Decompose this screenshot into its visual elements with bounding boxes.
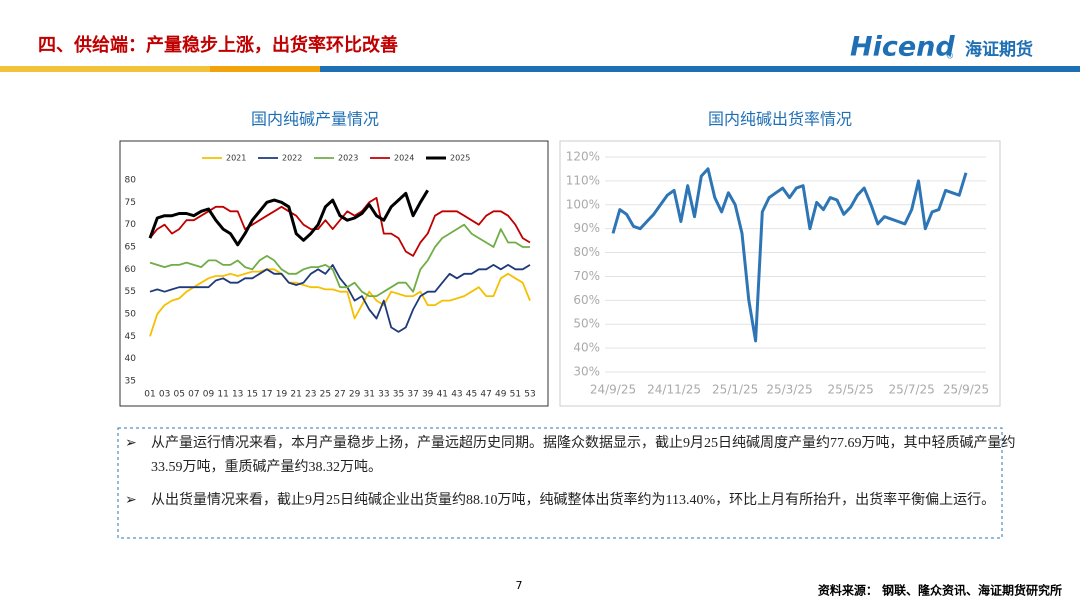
stripe [320, 66, 1080, 72]
x-tick-label: 11 [217, 390, 228, 400]
y-tick-label: 55 [125, 287, 136, 297]
series-line [149, 197, 531, 257]
x-tick-label: 03 [159, 390, 170, 400]
x-tick-label: 39 [422, 390, 434, 400]
y-tick-label: 75 [125, 198, 136, 208]
page-number: 7 [516, 579, 523, 592]
bullet: ➢ 从出货量情况来看，截止9月25日纯碱企业出货量约88.10万吨，纯碱整体出货率… [125, 493, 996, 508]
y-tick-label: 50% [573, 317, 600, 331]
x-tick-label: 01 [144, 390, 155, 400]
bullet-text: 从出货量情况来看，截止9月25日纯碱企业出货量约88.10万吨，纯碱整体出货率约… [151, 493, 996, 508]
y-tick-label: 100% [566, 197, 600, 211]
series-line [149, 268, 531, 337]
x-tick-label: 25/5/25 [827, 383, 873, 397]
x-tick-label: 37 [407, 390, 418, 400]
x-tick-label: 25/3/25 [766, 383, 812, 397]
chart-frame [119, 140, 549, 407]
source: 资料来源： 钢联、隆众资讯、海证期货研究所 [818, 583, 1062, 598]
legend-label: 2024 [394, 154, 414, 163]
x-tick-label: 27 [334, 390, 345, 400]
x-tick-label: 25 [320, 390, 331, 400]
x-tick-label: 31 [364, 390, 375, 400]
stripe [210, 66, 320, 72]
x-tick-label: 25/7/25 [889, 383, 935, 397]
x-tick-label: 25/1/25 [712, 383, 758, 397]
x-tick-label: 33 [378, 390, 389, 400]
x-tick-label: 23 [305, 390, 316, 400]
x-tick-label: 47 [480, 390, 491, 400]
x-tick-label: 45 [466, 390, 477, 400]
y-tick-label: 40% [573, 341, 600, 355]
x-tick-label: 29 [349, 390, 361, 400]
bullet-text: 从产量运行情况来看，本月产量稳步上扬，产量远超历史同期。据隆众数据显示，截止9月… [151, 436, 1016, 475]
y-tick-label: 35 [125, 377, 136, 387]
y-tick-label: 45 [125, 332, 136, 342]
series-line [149, 264, 531, 333]
x-tick-label: 49 [495, 390, 507, 400]
chart-frame [559, 140, 1001, 407]
slide-title: 四、供给端：产量稳步上涨，出货率环比改善 [38, 34, 398, 56]
y-tick-label: 60 [125, 265, 137, 275]
y-tick-label: 110% [566, 173, 600, 187]
x-tick-label: 19 [276, 390, 288, 400]
y-tick-label: 80 [125, 176, 137, 186]
logo: Hicend [850, 32, 955, 63]
y-tick-label: 40 [125, 354, 137, 364]
x-tick-label: 35 [393, 390, 404, 400]
x-tick-label: 15 [247, 390, 258, 400]
y-tick-label: 80% [573, 245, 600, 259]
x-tick-label: 24/9/25 [590, 383, 636, 397]
series-line [148, 189, 429, 247]
x-tick-label: 21 [290, 390, 301, 400]
legend-label: 2023 [338, 154, 358, 163]
x-tick-label: 17 [261, 390, 272, 400]
chart-title: 国内纯碱出货率情况 [708, 110, 852, 129]
legend-label: 2022 [282, 154, 302, 163]
y-tick-label: 30% [573, 365, 600, 379]
x-tick-label: 13 [232, 390, 243, 400]
x-tick-label: 05 [174, 390, 185, 400]
y-tick-label: 65 [125, 243, 136, 253]
company: 海证期货 [965, 39, 1033, 60]
x-tick-label: 09 [203, 390, 215, 400]
x-tick-label: 43 [451, 390, 462, 400]
y-tick-label: 70% [573, 269, 600, 283]
y-tick-label: 90% [573, 221, 600, 235]
x-tick-label: 24/11/25 [647, 383, 701, 397]
y-tick-label: 50 [125, 310, 137, 320]
x-tick-label: 41 [437, 390, 448, 400]
chart-title: 国内纯碱产量情况 [251, 110, 379, 129]
y-tick-label: 70 [125, 220, 137, 230]
legend-label: 2025 [450, 154, 470, 163]
x-tick-label: 51 [510, 390, 521, 400]
stripe [0, 66, 210, 72]
y-tick-label: 120% [566, 150, 600, 164]
x-tick-label: 53 [524, 390, 535, 400]
series-line [611, 167, 968, 343]
text-box [117, 427, 1003, 539]
legend-label: 2021 [226, 154, 246, 163]
bullet: ➢ 从产量运行情况来看，本月产量稳步上扬，产量远超历史同期。据隆众数据显示，截止9… [125, 436, 1016, 475]
x-tick-label: 25/9/25 [943, 383, 989, 397]
y-tick-label: 60% [573, 293, 600, 307]
x-tick-label: 07 [188, 390, 199, 400]
series-line [149, 223, 530, 297]
logo-mark: ® [946, 52, 954, 61]
